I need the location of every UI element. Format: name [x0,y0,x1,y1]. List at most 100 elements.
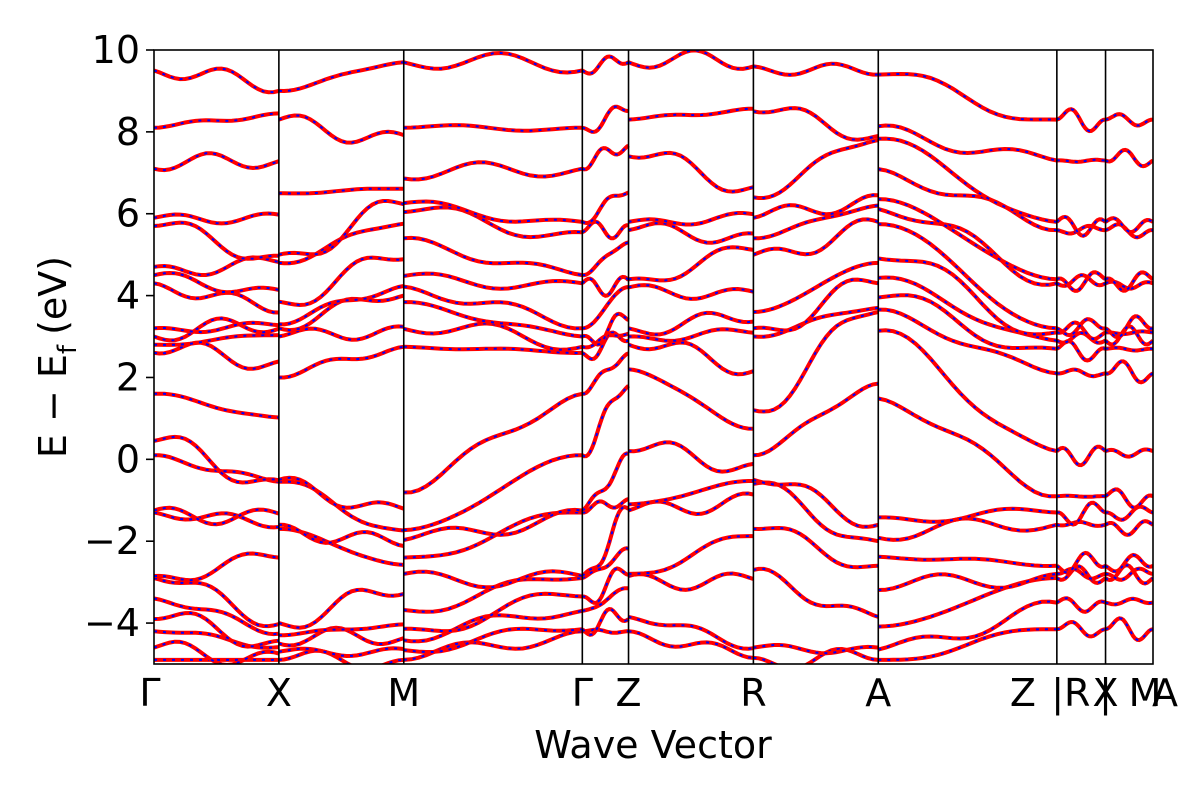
band-line-red [582,285,629,331]
x-tick-label: X [1093,671,1119,715]
band-line-blue [403,301,583,338]
band-line-red [403,50,583,75]
band-line-red [1056,519,1106,528]
band-line-blue [581,452,629,512]
band-line-blue [1104,325,1153,346]
y-tick-label: 0 [116,437,140,481]
x-tick-label: Γ [572,671,593,715]
band-line-blue [878,329,1058,453]
band-line-red [582,240,630,278]
x-tick-label: | [1099,671,1112,716]
band-line-red [581,384,630,459]
band-line-red [581,104,629,134]
band-line-blue [878,208,1057,286]
x-tick-label: A [865,671,891,715]
band-line-red [154,610,280,649]
band-line-blue [628,246,754,282]
band-line-blue [753,382,879,457]
band-line-blue [753,204,879,240]
band-line-blue [403,508,583,541]
x-ticks: Γ X M Γ Z R A Z |R X| MA [139,671,1178,716]
band-line-blue [403,592,583,633]
band-line-blue [1105,271,1153,292]
band-line-blue [1056,215,1107,237]
band-line-blue [878,577,1057,628]
x-axis-label: Wave Vector [534,723,772,767]
band-line-blue [581,275,630,297]
band-line-blue [403,392,583,494]
band-line-blue [1056,318,1106,337]
y-tick-label: 4 [116,274,140,318]
band-line-blue [1056,271,1107,292]
band-line-red [154,639,280,664]
band-line-blue [278,222,404,265]
band-line-blue [278,345,404,379]
y-tick-label: −2 [84,519,140,563]
band-line-blue [582,628,629,634]
band-line-blue [403,570,583,589]
band-line-blue [878,572,1057,591]
band-line-blue [878,628,1057,661]
band-line-red [581,143,630,172]
band-line-blue [403,236,583,277]
band-line-blue [878,257,1057,336]
band-line-blue [403,630,583,661]
band-line-blue [628,368,754,430]
band-line-blue [403,206,583,239]
band-line-red [580,274,630,298]
band-line-blue [753,644,879,655]
band-line-blue [154,341,280,370]
x-tick-label: A [1152,671,1178,715]
band-line-red [627,50,754,71]
band-line-red [278,113,405,145]
band-line-blue [582,286,629,330]
band-line-blue [628,572,754,591]
band-line-blue [628,107,754,121]
band-line-red [154,220,279,261]
band-line-blue [581,384,630,458]
x-tick-label: |R [1051,671,1090,716]
band-line-blue [1056,331,1106,344]
y-axis-label-main: E − E [31,354,75,458]
band-line-blue [278,325,404,341]
band-line-red [1105,596,1153,607]
band-line-blue [154,282,279,314]
band-line-red [1056,367,1106,379]
band-line-red [877,167,1057,233]
band-line-red [403,453,583,533]
band-line-blue [1056,620,1106,638]
band-line-blue [403,627,583,654]
band-line-red [878,571,1058,592]
y-axis-label-unit: (eV) [31,256,75,335]
band-line-red [154,391,280,420]
band-line-blue [1056,108,1106,133]
band-line-red [1105,566,1153,582]
band-line-blue [403,124,583,132]
band-line-blue [1105,617,1153,642]
band-line-blue [878,507,1057,523]
band-line-red [154,551,280,583]
band-line-blue [1105,360,1153,384]
x-tick-label: M [1129,671,1162,715]
band-line-blue [403,322,583,351]
band-line-red [628,534,754,576]
band-line-blue [753,306,879,338]
band-line-blue [753,567,879,618]
band-line-blue [878,517,1058,541]
band-line-red [278,255,404,308]
band-line-blue [628,535,754,575]
band-line-blue [154,435,280,484]
band-line-red [1104,519,1153,537]
band-line-blue [278,285,404,326]
band-line-blue [403,200,583,223]
band-line-blue [154,112,279,129]
band-line-blue [278,61,404,93]
band-line-red [278,60,404,94]
band-line-red [1104,216,1153,235]
band-line-blue [1056,274,1106,287]
band-line-red [278,587,405,630]
band-line-blue [1105,148,1153,168]
band-line-red [628,283,754,301]
band-line-red [1105,345,1153,353]
